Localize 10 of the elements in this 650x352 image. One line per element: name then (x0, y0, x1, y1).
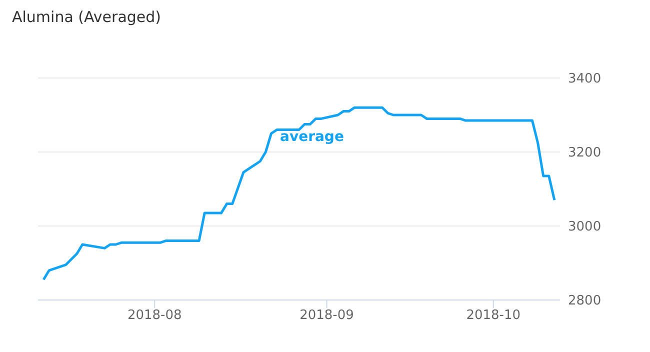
y-tick-label: 3000 (568, 220, 602, 235)
y-tick-label: 2800 (568, 294, 602, 309)
y-tick-label: 3400 (568, 72, 602, 87)
y-tick-label: 3200 (568, 146, 602, 161)
x-tick-label: 2018-10 (466, 308, 521, 324)
chart-title: Alumina (Averaged) (12, 8, 162, 26)
x-tick-label: 2018-08 (127, 308, 182, 324)
series-label: average (280, 129, 344, 145)
line-series (42, 106, 556, 281)
x-tick-label: 2018-09 (300, 308, 354, 324)
